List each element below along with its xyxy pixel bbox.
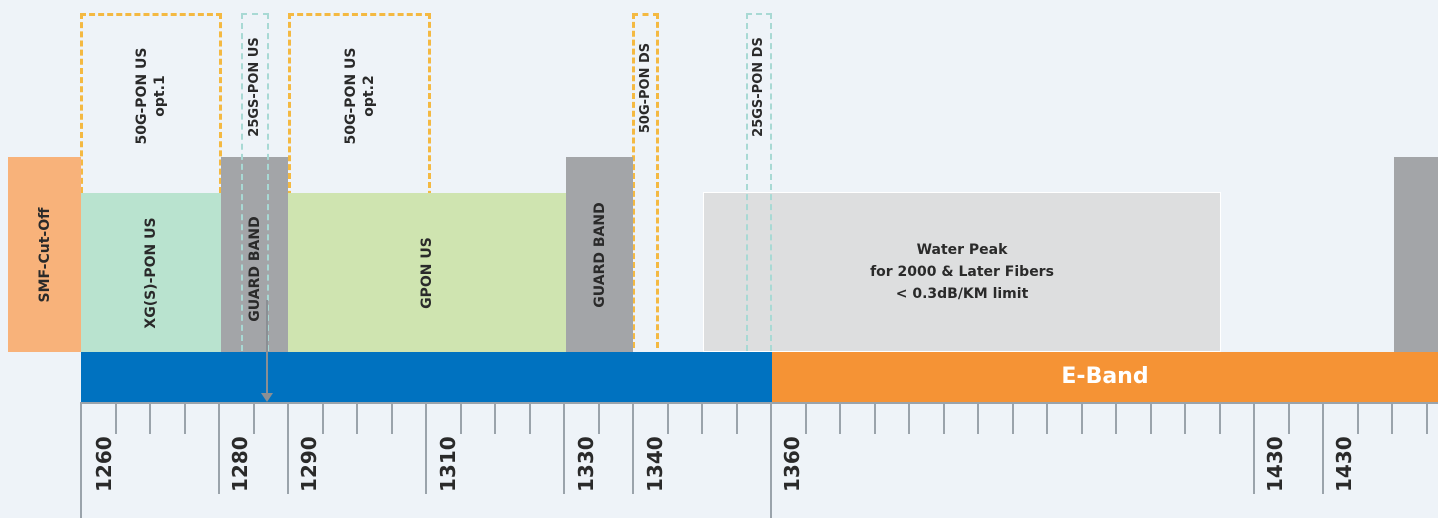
axis-tick [805, 402, 807, 434]
axis-tick [1426, 402, 1428, 434]
axis-tick [80, 402, 82, 518]
axis-tick [1253, 402, 1255, 494]
axis-tick [356, 402, 358, 434]
arrowhead-icon [261, 393, 273, 402]
smf-cutoff-label: SMF-Cut-Off [36, 207, 53, 302]
axis-tick [943, 402, 945, 434]
gpon-us-label: GPON US [419, 236, 435, 309]
axis-tick [494, 402, 496, 434]
right-guard-block [1394, 157, 1438, 352]
axis-tick [1115, 402, 1117, 434]
axis-tick [770, 402, 772, 518]
axis-tick [977, 402, 979, 434]
axis-tick [253, 402, 255, 434]
axis-tick [218, 402, 220, 494]
axis-tick [149, 402, 151, 434]
tick-label-1360: 1360 [780, 436, 804, 492]
axis-tick [1150, 402, 1152, 434]
axis-tick [1012, 402, 1014, 434]
axis-tick [529, 402, 531, 434]
axis-tick [1081, 402, 1083, 434]
tick-label-1340: 1340 [643, 436, 667, 492]
label-50g-pon-us-opt2: 50G-PON US opt.2 [342, 47, 377, 145]
water-peak-block: Water Peak for 2000 & Later Fibers < 0.3… [703, 192, 1221, 352]
axis-tick [667, 402, 669, 434]
dashed-50g-pon-us-opt2: 50G-PON US opt.2 [288, 13, 431, 348]
dashed-25gs-pon-us: 25GS-PON US [241, 13, 269, 351]
axis-tick [1184, 402, 1186, 434]
gpon-us-block: GPON US [288, 193, 566, 352]
xgs-pon-us-block: XG(S)-PON US [81, 193, 221, 352]
tick-label-1310: 1310 [436, 436, 460, 492]
axis-tick [425, 402, 427, 494]
axis-tick [839, 402, 841, 434]
label-25gs-pon-ds: 25GS-PON DS [751, 37, 766, 137]
axis-tick [1357, 402, 1359, 434]
axis-tick [1288, 402, 1290, 434]
axis-tick [563, 402, 565, 494]
dashed-25gs-pon-ds: 25GS-PON DS [746, 13, 772, 351]
smf-cutoff-block: SMF-Cut-Off [8, 157, 81, 352]
axis-tick [1046, 402, 1048, 434]
tick-label-1290: 1290 [297, 436, 321, 492]
axis-tick [287, 402, 289, 494]
axis-tick [632, 402, 634, 494]
axis-tick [1391, 402, 1393, 434]
dashed-50g-pon-ds: 50G-PON DS [632, 13, 659, 348]
tick-label-1430-b: 1430 [1332, 436, 1356, 492]
label-50g-pon-ds: 50G-PON DS [637, 42, 653, 134]
e-band-bar: E-Band [772, 352, 1438, 402]
tick-label-1330: 1330 [574, 436, 598, 492]
axis-tick [322, 402, 324, 434]
axis-tick [908, 402, 910, 434]
label-50g-pon-us-opt1: 50G-PON US opt.1 [134, 47, 168, 145]
guard-band-2-block: GUARD BAND [566, 157, 633, 352]
axis-tick [736, 402, 738, 434]
water-peak-label: Water Peak for 2000 & Later Fibers < 0.3… [870, 242, 1054, 302]
axis-tick [1322, 402, 1324, 494]
axis-tick [391, 402, 393, 434]
arrow-down-icon [266, 300, 268, 394]
xgs-pon-us-label: XG(S)-PON US [143, 216, 159, 329]
o-band-bar [81, 352, 772, 402]
tick-label-1280: 1280 [228, 436, 252, 492]
e-band-label: E-Band [1061, 364, 1149, 389]
axis-line [81, 402, 1438, 404]
axis-tick [874, 402, 876, 434]
axis-tick [460, 402, 462, 434]
label-25gs-pon-us: 25GS-PON US [247, 37, 262, 137]
guard-band-1-block: GUARD BAND [221, 157, 288, 352]
tick-label-1430-a: 1430 [1263, 436, 1287, 492]
axis-tick [701, 402, 703, 434]
axis-tick [1219, 402, 1221, 434]
guard-band-2-label: GUARD BAND [591, 201, 608, 308]
axis-tick [598, 402, 600, 434]
dashed-50g-pon-us-opt1: 50G-PON US opt.1 [80, 13, 222, 193]
axis-tick [115, 402, 117, 434]
axis-tick [184, 402, 186, 434]
tick-label-1260: 1260 [92, 436, 116, 492]
